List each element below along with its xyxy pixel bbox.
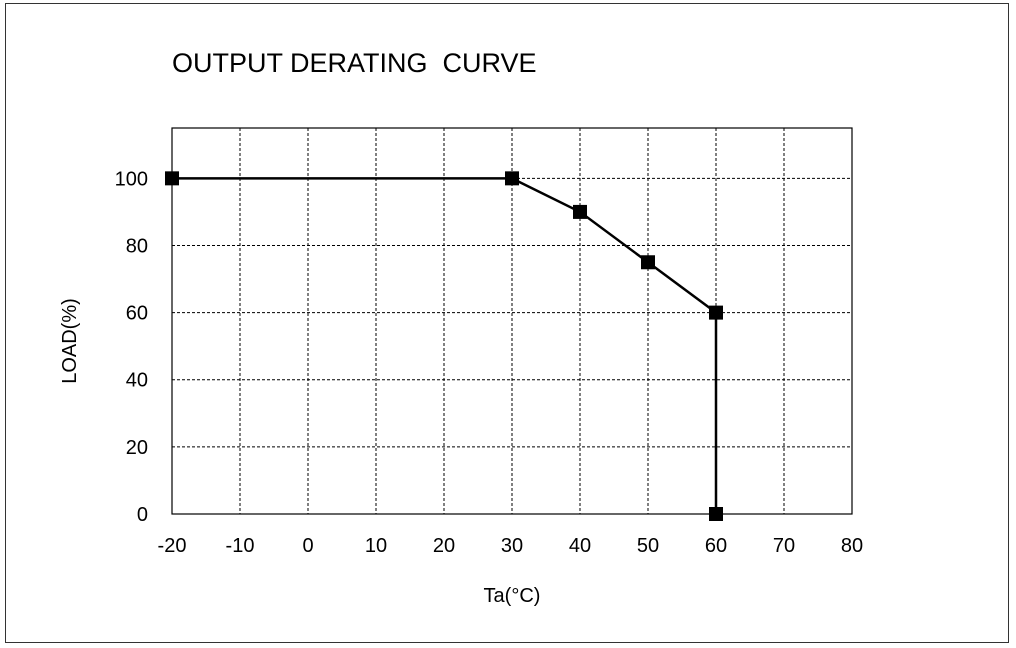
x-tick-label: 10 [365, 535, 387, 557]
y-tick-label: 20 [126, 437, 148, 459]
data-point-marker [641, 255, 655, 270]
y-tick-label: 0 [137, 504, 148, 526]
data-point-marker [709, 305, 723, 320]
series-layer [165, 171, 723, 521]
y-tick-label: 80 [126, 235, 148, 257]
y-tick-label: 100 [115, 168, 148, 190]
data-point-marker [709, 507, 723, 521]
chart-title: OUTPUT DERATING CURVE [172, 48, 537, 78]
series-line [172, 177, 718, 514]
grid-lines [172, 128, 852, 514]
data-point-marker [573, 204, 587, 219]
x-axis-label: Ta(°C) [484, 585, 541, 607]
x-tick-label: 50 [637, 535, 659, 557]
x-tick-labels: -20 -10 0 10 20 30 40 50 60 70 80 [158, 535, 864, 557]
x-tick-label: 80 [841, 535, 863, 557]
x-tick-label: -10 [226, 535, 255, 557]
x-tick-label: 0 [302, 535, 313, 557]
y-tick-label: 40 [126, 370, 148, 392]
x-tick-label: 40 [569, 535, 591, 557]
x-tick-label: 20 [433, 535, 455, 557]
x-tick-label: 70 [773, 535, 795, 557]
y-tick-label: 60 [126, 303, 148, 325]
y-tick-labels: 0 20 40 60 80 100 [115, 168, 148, 526]
plot-area-border [171, 127, 853, 515]
x-tick-label: -20 [158, 535, 187, 557]
x-tick-label: 30 [501, 535, 523, 557]
data-point-marker [505, 171, 519, 186]
x-tick-label: 60 [705, 535, 727, 557]
y-axis-label: LOAD(%) [59, 298, 81, 384]
data-point-marker [165, 171, 179, 186]
